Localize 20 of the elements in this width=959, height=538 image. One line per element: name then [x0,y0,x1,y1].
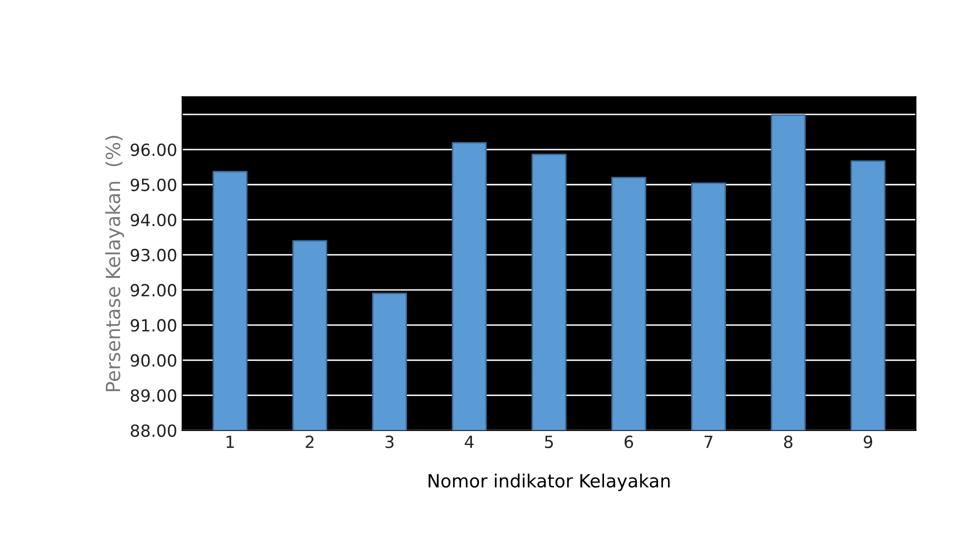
y-axis-title: Persentase Kelayakan (%) [105,136,124,392]
y-tick-label: 95.00 [130,178,176,192]
x-tick-label: 4 [464,436,474,448]
y-tick-label: 91.00 [130,319,176,332]
x-tick-label: 9 [864,436,872,448]
x-tick-label: 6 [624,436,634,448]
y-tick-label: 96.00 [130,143,176,156]
y-tick-label: 90.00 [130,354,176,367]
x-tick-label: 2 [306,436,314,448]
x-tick-label: 3 [386,436,394,448]
x-tick-label: 1 [226,436,234,448]
y-tick-label: 92.00 [130,284,176,297]
x-tick-label: 5 [545,436,553,448]
y-tick-label: 94.00 [130,214,176,226]
x-tick-label: 7 [704,436,712,448]
x-axis-title: Nomor indikator Kelayakan [428,474,670,492]
x-tick-label: 8 [784,436,792,448]
y-tick-label: 93.00 [130,248,176,262]
y-tick-label: 89.00 [130,389,176,402]
y-tick-label: 88.00 [130,424,176,437]
